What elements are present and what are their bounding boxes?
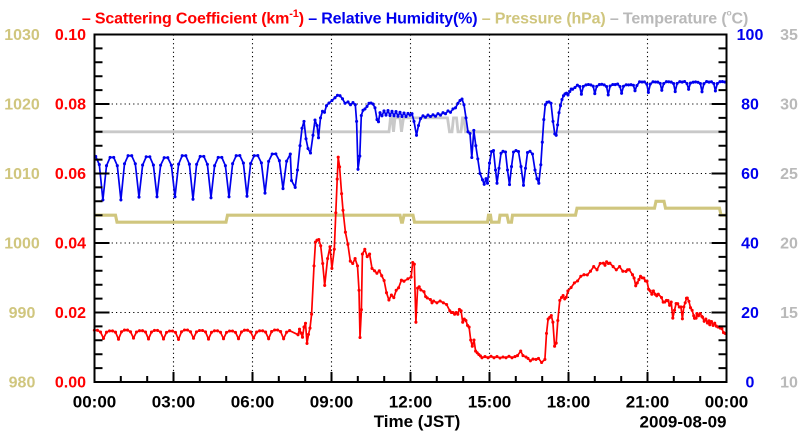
svg-text:40: 40 xyxy=(741,236,759,253)
svg-text:2009-08-09: 2009-08-09 xyxy=(640,413,727,432)
svg-text:1030: 1030 xyxy=(4,27,40,44)
svg-text:20: 20 xyxy=(741,305,759,322)
svg-text:1020: 1020 xyxy=(4,97,40,114)
svg-text:0.06: 0.06 xyxy=(55,166,86,183)
svg-text:00:00: 00:00 xyxy=(705,393,748,412)
svg-text:60: 60 xyxy=(741,166,759,183)
svg-text:0.10: 0.10 xyxy=(55,27,86,44)
svg-text:Time (JST): Time (JST) xyxy=(374,412,461,431)
svg-text:12:00: 12:00 xyxy=(389,393,432,412)
svg-text:00:00: 00:00 xyxy=(73,393,116,412)
svg-text:25: 25 xyxy=(780,166,798,183)
svg-text:1010: 1010 xyxy=(4,166,40,183)
svg-text:35: 35 xyxy=(780,27,798,44)
svg-text:06:00: 06:00 xyxy=(231,393,274,412)
svg-text:15:00: 15:00 xyxy=(468,393,511,412)
svg-text:80: 80 xyxy=(741,97,759,114)
svg-text:0.08: 0.08 xyxy=(55,97,86,114)
svg-text:990: 990 xyxy=(9,305,36,322)
svg-text:20: 20 xyxy=(780,236,798,253)
svg-text:15: 15 xyxy=(780,305,798,322)
svg-text:980: 980 xyxy=(9,375,36,392)
svg-text:0: 0 xyxy=(746,375,755,392)
svg-text:09:00: 09:00 xyxy=(310,393,353,412)
svg-text:0.04: 0.04 xyxy=(55,236,86,253)
svg-text:18:00: 18:00 xyxy=(547,393,590,412)
svg-text:0.02: 0.02 xyxy=(55,305,86,322)
svg-text:10: 10 xyxy=(780,375,798,392)
svg-text:03:00: 03:00 xyxy=(152,393,195,412)
svg-text:30: 30 xyxy=(780,97,798,114)
svg-text:1000: 1000 xyxy=(4,236,40,253)
svg-text:21:00: 21:00 xyxy=(626,393,669,412)
svg-text:0.00: 0.00 xyxy=(55,375,86,392)
svg-text:100: 100 xyxy=(737,27,764,44)
svg-text:– Scattering Coefficient (km-1: – Scattering Coefficient (km-1) – Relati… xyxy=(82,8,748,28)
